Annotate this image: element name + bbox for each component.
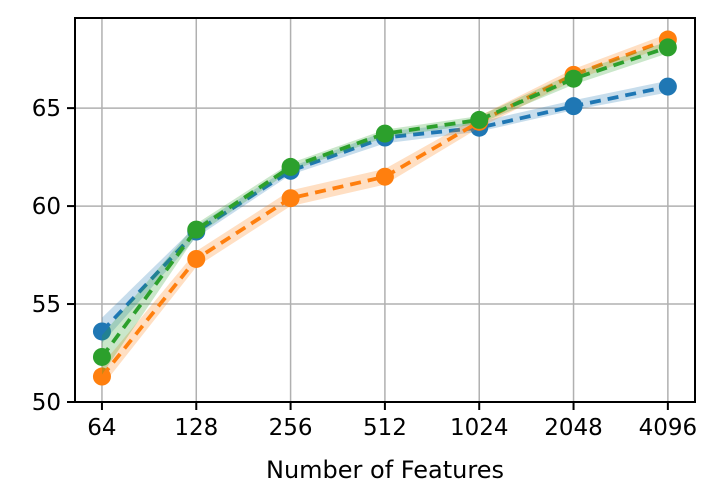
y-tick-label: 55	[32, 292, 61, 318]
x-axis-label: Number of Features	[266, 456, 504, 484]
data-point-marker-green	[564, 69, 583, 88]
data-point-marker-green	[187, 220, 206, 239]
data-point-marker-orange	[92, 367, 111, 386]
data-point-marker-orange	[281, 189, 300, 208]
data-point-marker-green	[375, 124, 394, 143]
x-tick-label: 64	[87, 415, 116, 441]
x-tick-label: 512	[363, 415, 407, 441]
data-point-marker-orange	[375, 167, 394, 186]
data-point-marker-orange	[187, 249, 206, 268]
x-tick-label: 1024	[450, 415, 509, 441]
data-point-marker-green	[281, 157, 300, 176]
data-point-marker-green	[470, 110, 489, 129]
data-point-marker-green	[658, 38, 677, 57]
data-point-marker-green	[92, 347, 111, 366]
y-tick-label: 50	[32, 390, 61, 416]
data-point-marker-blue	[564, 97, 583, 116]
x-tick-label: 4096	[639, 415, 698, 441]
data-point-marker-blue	[92, 322, 111, 341]
x-tick-label: 128	[174, 415, 218, 441]
data-point-marker-blue	[658, 77, 677, 96]
y-tick-label: 65	[32, 96, 61, 122]
y-tick-label: 60	[32, 194, 61, 220]
x-tick-label: 256	[269, 415, 313, 441]
x-tick-label: 2048	[544, 415, 603, 441]
